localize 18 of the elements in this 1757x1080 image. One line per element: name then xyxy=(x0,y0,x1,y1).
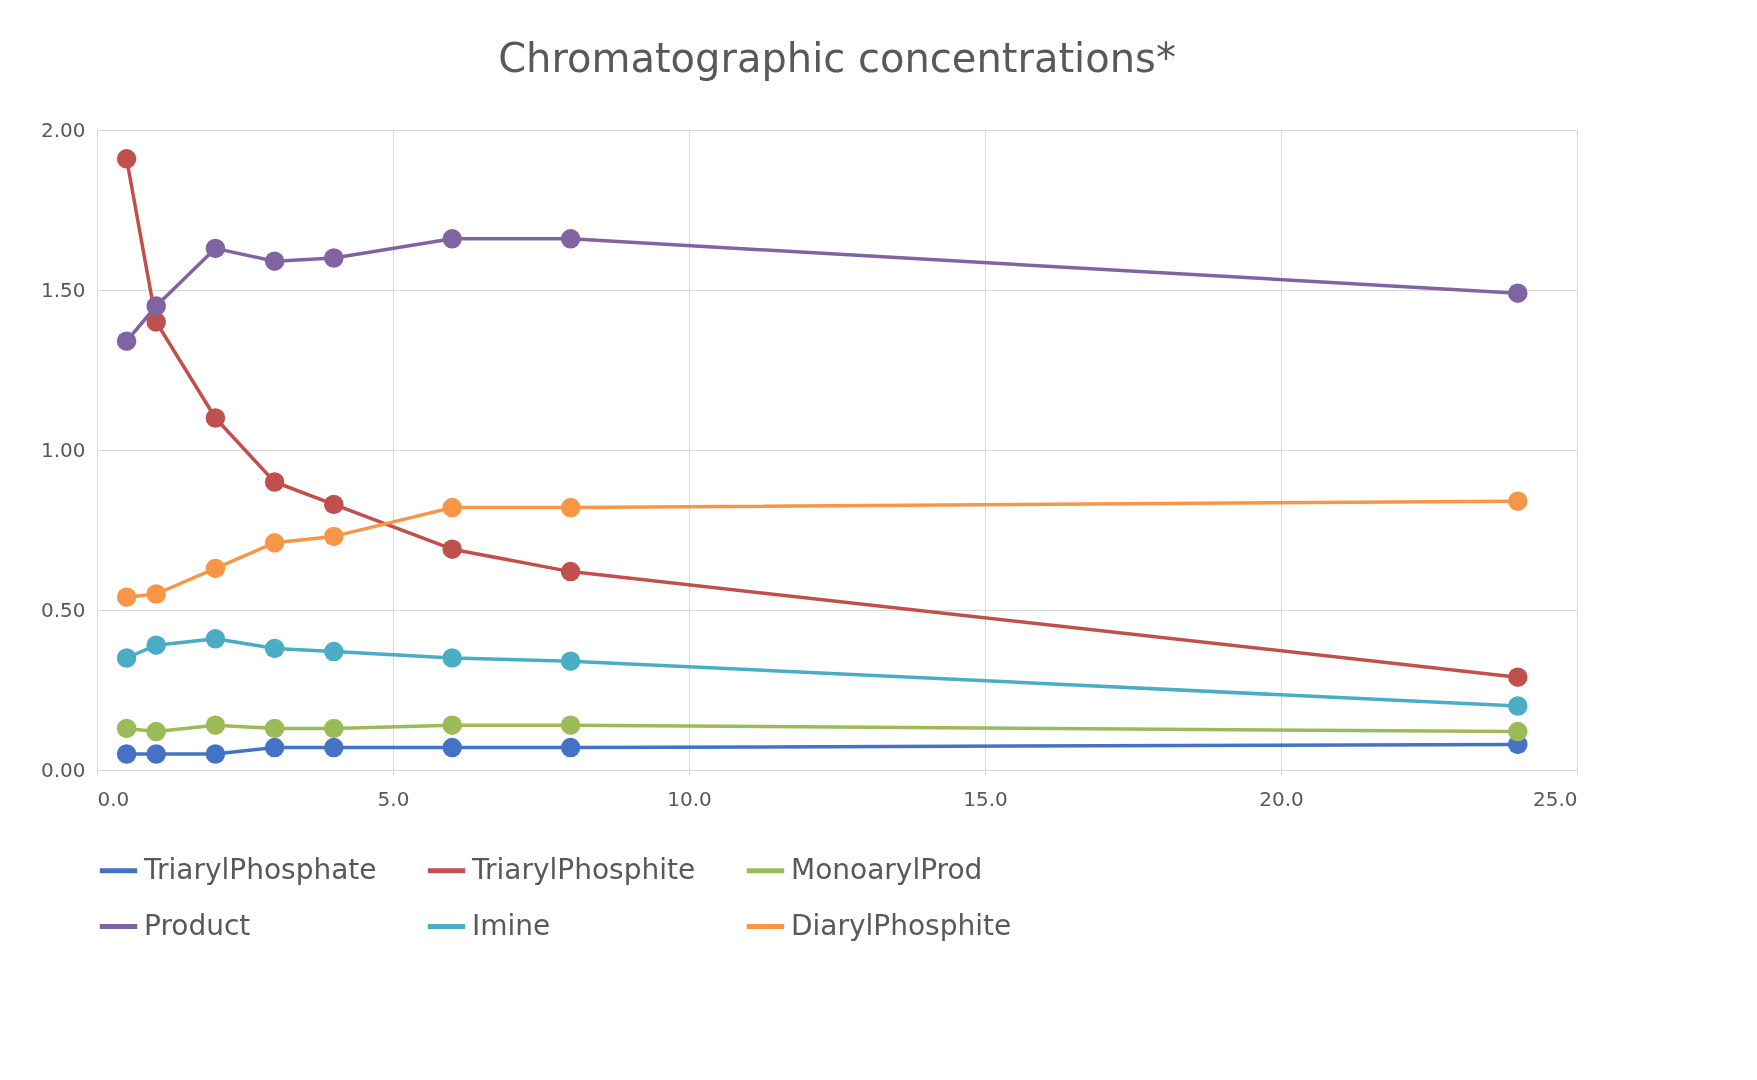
legend-label: Product xyxy=(144,908,251,942)
y-tick-label: 0.00 xyxy=(40,757,86,782)
x-tick-label: 10.0 xyxy=(667,786,712,811)
legend-label: TriarylPhosphite xyxy=(471,852,696,886)
legend-label: MonoarylProd xyxy=(791,852,983,886)
x-tick-label: 15.0 xyxy=(963,786,1008,811)
y-tick-label: 2.00 xyxy=(40,117,86,142)
x-tick-label: 25.0 xyxy=(1532,786,1578,811)
x-tick-label: 20.0 xyxy=(1259,786,1304,811)
legend-label: TriarylPhosphate xyxy=(143,852,377,886)
legend-label: Imine xyxy=(472,908,551,942)
chart-title: Chromatographic concentrations* xyxy=(498,35,1176,81)
x-tick-label: 0.0 xyxy=(97,786,130,811)
x-tick-label: 5.0 xyxy=(377,786,410,811)
legend-label: DiarylPhosphite xyxy=(791,908,1012,942)
y-tick-label: 1.50 xyxy=(40,277,86,302)
y-tick-label: 0.50 xyxy=(40,597,86,622)
y-tick-label: 1.00 xyxy=(40,437,86,462)
